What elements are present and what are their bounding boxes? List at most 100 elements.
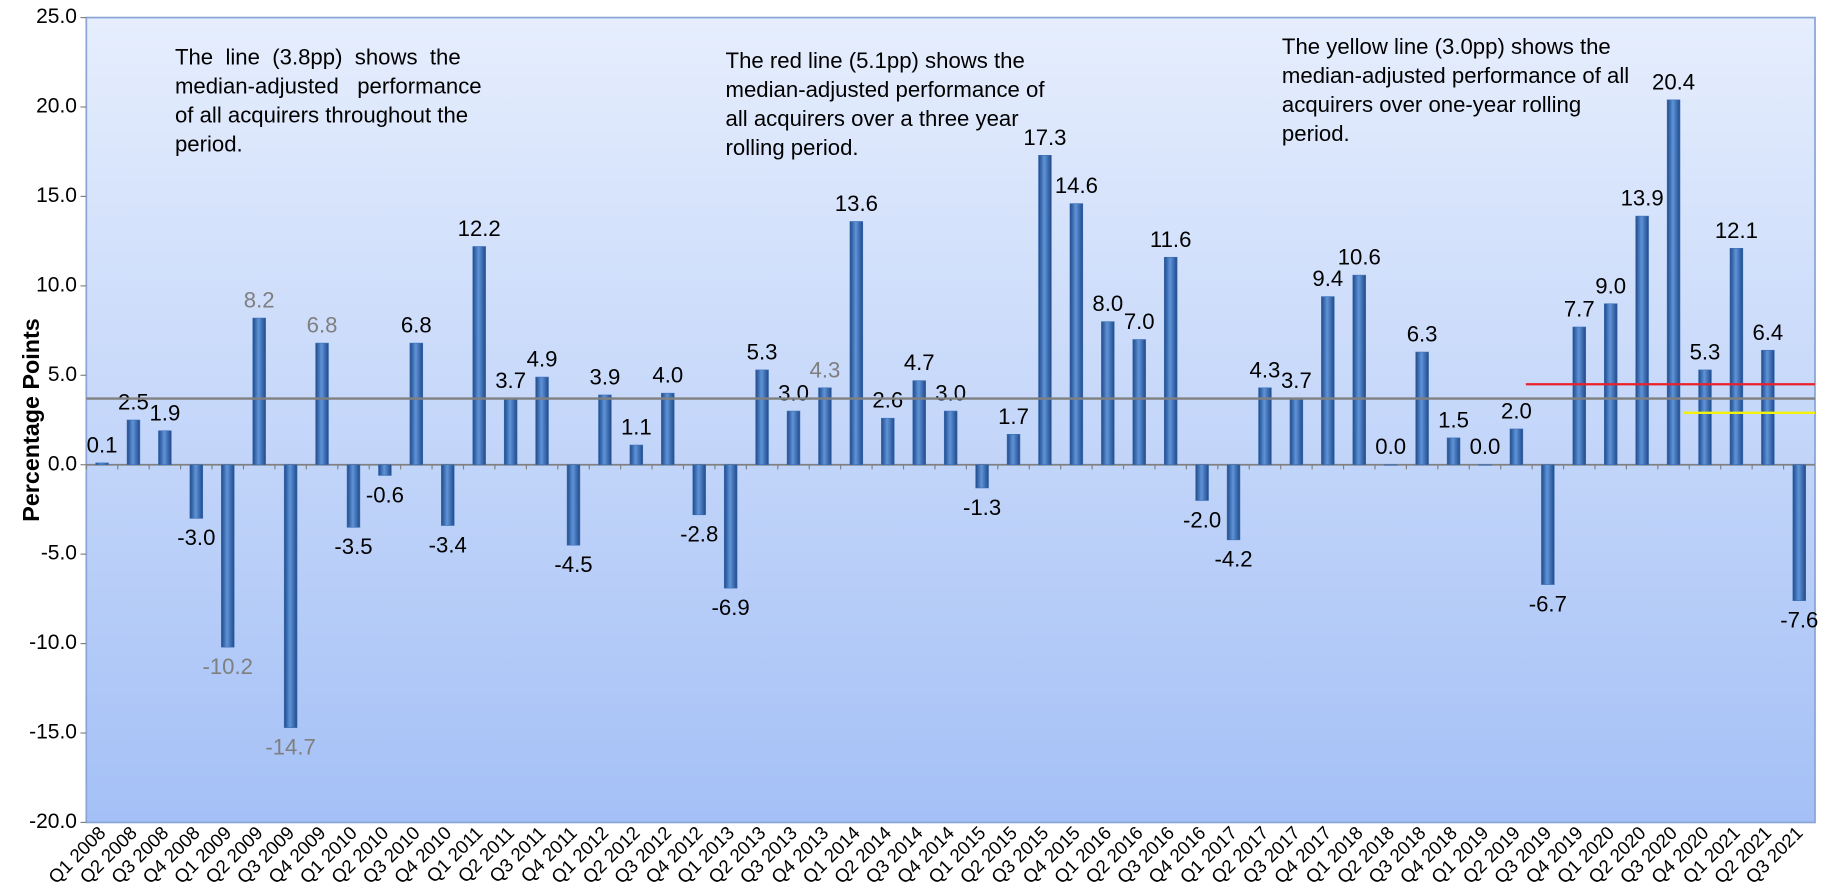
y-tick-label: 15.0 — [36, 184, 77, 207]
bar — [1446, 437, 1461, 466]
y-tick-label: -20.0 — [29, 810, 77, 833]
value-label: 1.7 — [998, 404, 1029, 429]
value-label: 3.9 — [590, 364, 621, 389]
bar — [849, 221, 864, 466]
value-label: -4.2 — [1214, 547, 1252, 572]
bar — [723, 464, 738, 589]
value-label: 20.4 — [1652, 69, 1695, 94]
bar — [441, 464, 455, 526]
bar — [378, 464, 392, 476]
value-label: -1.3 — [963, 495, 1001, 520]
value-label: 6.4 — [1752, 320, 1783, 345]
value-label: -6.7 — [1529, 591, 1567, 616]
bar — [1101, 321, 1115, 466]
annotation: rolling period. — [726, 135, 859, 160]
value-label: 9.0 — [1595, 273, 1626, 298]
value-label: 7.7 — [1564, 297, 1595, 322]
bar — [1415, 351, 1429, 466]
bar — [221, 464, 235, 648]
annotation: The line (3.8pp) shows the — [175, 44, 461, 69]
bar — [1792, 464, 1806, 601]
value-label: 5.3 — [747, 339, 778, 364]
bar — [755, 369, 769, 466]
value-label: -14.7 — [265, 734, 316, 759]
bar — [1352, 274, 1366, 466]
value-label: 12.1 — [1715, 218, 1758, 243]
bar — [283, 464, 298, 728]
bar — [1195, 464, 1209, 501]
bar — [818, 387, 832, 466]
value-label: -3.5 — [334, 534, 372, 559]
bar — [661, 392, 675, 466]
bar — [598, 394, 612, 466]
y-tick-label: 25.0 — [36, 5, 77, 28]
bar — [126, 419, 141, 466]
value-label: 3.7 — [495, 368, 526, 393]
value-label: 4.9 — [527, 347, 558, 372]
value-label: 4.0 — [652, 363, 683, 388]
annotation: acquirers over one-year rolling — [1282, 92, 1581, 117]
value-label: 3.7 — [1281, 368, 1312, 393]
bar — [1383, 464, 1398, 466]
value-label: 13.9 — [1621, 186, 1664, 211]
value-label: -0.6 — [366, 482, 404, 507]
value-label: 2.6 — [872, 388, 903, 413]
bar — [1478, 464, 1492, 466]
bar — [912, 380, 926, 466]
value-label: 0.1 — [87, 432, 118, 457]
annotation: all acquirers over a three year — [726, 106, 1020, 131]
bar — [472, 246, 486, 466]
value-label: -2.8 — [680, 522, 718, 547]
value-label: 1.1 — [621, 415, 652, 440]
bar — [1541, 464, 1555, 585]
value-label: 1.5 — [1438, 407, 1469, 432]
annotation: period. — [175, 132, 243, 157]
bar — [692, 464, 706, 516]
value-label: 11.6 — [1150, 227, 1191, 252]
value-label: 2.0 — [1501, 398, 1532, 423]
bar — [1006, 434, 1021, 466]
bar — [1038, 155, 1052, 466]
bar — [1729, 248, 1744, 466]
value-label: 10.6 — [1338, 245, 1381, 270]
bar — [1509, 428, 1524, 466]
value-label: 6.3 — [1407, 322, 1438, 347]
bar — [943, 410, 958, 466]
value-label: -3.0 — [177, 525, 215, 550]
bar — [503, 398, 518, 466]
value-label: 3.0 — [778, 381, 809, 406]
bar — [629, 444, 644, 466]
value-label: 13.6 — [835, 191, 878, 216]
value-label: -10.2 — [202, 654, 253, 679]
bar — [252, 317, 266, 466]
bar — [1698, 369, 1712, 466]
value-label: 7.0 — [1124, 309, 1155, 334]
bar — [1321, 296, 1335, 466]
value-label: 17.3 — [1023, 125, 1066, 150]
bar — [1069, 203, 1084, 466]
value-label: 6.8 — [307, 313, 338, 338]
value-label: 9.4 — [1312, 266, 1343, 291]
bar — [1163, 256, 1178, 466]
value-label: 4.7 — [904, 350, 935, 375]
annotation: median-adjusted performance — [175, 73, 482, 98]
value-label: -6.9 — [712, 595, 750, 620]
bar — [158, 430, 172, 466]
annotation: The red line (5.1pp) shows the — [726, 48, 1025, 73]
y-tick-label: 5.0 — [48, 363, 77, 386]
bar — [409, 342, 424, 466]
bar — [881, 417, 895, 466]
bar — [1666, 99, 1681, 466]
bar — [1258, 387, 1272, 466]
bar — [95, 462, 109, 466]
y-tick-label: 0.0 — [48, 452, 77, 475]
value-label: 0.0 — [1470, 434, 1501, 459]
bar — [315, 342, 329, 466]
bar — [566, 464, 581, 546]
value-label: 8.0 — [1092, 291, 1123, 316]
y-tick-label: -5.0 — [41, 542, 77, 565]
value-label: -7.6 — [1780, 608, 1818, 633]
y-tick-label: -15.0 — [29, 721, 77, 744]
value-label: 3.0 — [935, 381, 966, 406]
